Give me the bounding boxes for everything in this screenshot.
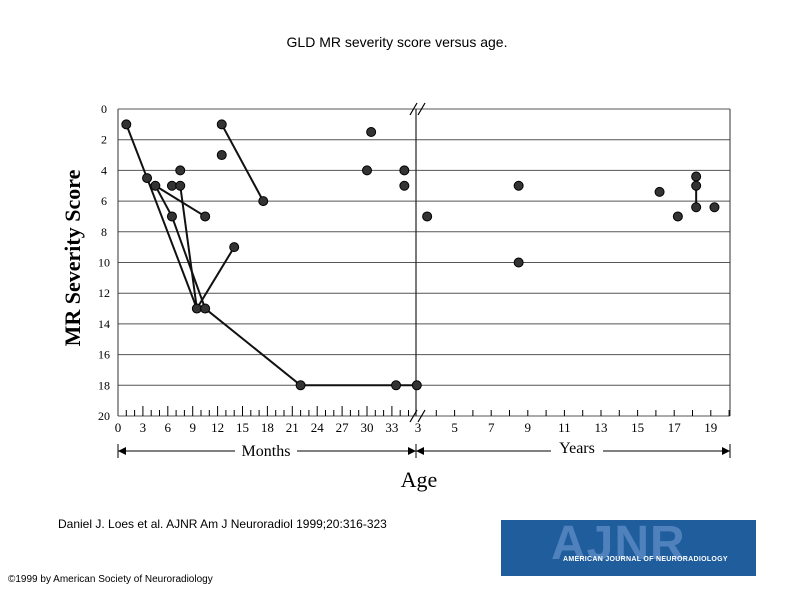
months-arrow-left xyxy=(118,447,126,455)
y-tick-label: 16 xyxy=(98,348,110,362)
y-axis-title: MR Severity Score xyxy=(60,169,85,346)
trajectory-line xyxy=(220,123,265,202)
year-tick-label: 9 xyxy=(525,420,532,435)
break-mark-top xyxy=(417,102,426,116)
years-arrow-right xyxy=(722,447,730,455)
year-tick-label: 15 xyxy=(631,420,644,435)
data-point xyxy=(121,119,132,130)
trajectory-line xyxy=(179,185,198,309)
data-point xyxy=(191,303,202,314)
trajectory-line xyxy=(125,123,148,179)
data-point xyxy=(422,211,433,222)
y-tick-label: 20 xyxy=(98,409,110,423)
year-tick-label: 19 xyxy=(704,420,717,435)
label-backing xyxy=(235,442,297,458)
month-tick-label: 9 xyxy=(189,420,196,435)
data-point xyxy=(513,180,524,191)
data-point xyxy=(142,173,153,184)
data-point xyxy=(175,165,186,176)
data-point xyxy=(411,380,422,391)
month-tick-label: 21 xyxy=(286,420,299,435)
year-tick-label: 17 xyxy=(668,420,682,435)
data-point xyxy=(150,180,161,191)
year-tick-label: 7 xyxy=(488,420,495,435)
trajectory-line xyxy=(171,216,207,309)
logo-wordmark: AJNR xyxy=(551,520,686,570)
trajectory-line xyxy=(146,177,198,309)
x-axis-title: Age xyxy=(401,467,438,492)
y-tick-label: 2 xyxy=(101,133,107,147)
year-tick-label: 13 xyxy=(595,420,608,435)
month-tick-label: 24 xyxy=(311,420,325,435)
month-tick-label: 30 xyxy=(361,420,374,435)
data-point xyxy=(166,211,177,222)
break-mark-top xyxy=(409,102,418,116)
trajectory-line xyxy=(195,246,236,310)
data-point xyxy=(216,150,227,161)
trajectory-line xyxy=(204,307,302,387)
data-point xyxy=(391,380,402,391)
years-axis-label: Years xyxy=(559,440,595,457)
slide-title: GLD MR severity score versus age. xyxy=(286,34,508,50)
data-point xyxy=(672,211,683,222)
citation: Daniel J. Loes et al. AJNR Am J Neurorad… xyxy=(58,517,387,531)
year-tick-label: 11 xyxy=(558,420,571,435)
data-point xyxy=(295,380,306,391)
copyright-notice: ©1999 by American Society of Neuroradiol… xyxy=(8,574,213,585)
year-tick-label: 3 xyxy=(415,420,422,435)
month-tick-label: 33 xyxy=(385,420,398,435)
data-point xyxy=(399,180,410,191)
data-point xyxy=(654,186,665,197)
months-arrow-right xyxy=(408,447,416,455)
data-point xyxy=(200,303,211,314)
ajnr-logo: AJNR AMERICAN JOURNAL OF NEURORADIOLOGY xyxy=(501,520,756,576)
data-point xyxy=(362,165,372,176)
label-backing xyxy=(551,442,603,458)
data-point xyxy=(216,119,227,130)
y-tick-label: 10 xyxy=(98,256,110,270)
data-point xyxy=(175,180,186,191)
month-tick-label: 6 xyxy=(165,420,172,435)
years-arrow-left xyxy=(416,447,424,455)
month-tick-label: 27 xyxy=(336,420,350,435)
y-tick-label: 0 xyxy=(101,102,107,116)
months-axis-label: Months xyxy=(242,443,291,460)
trajectory-line xyxy=(154,185,173,217)
month-tick-label: 0 xyxy=(115,420,122,435)
logo-subtitle: AMERICAN JOURNAL OF NEURORADIOLOGY xyxy=(563,556,728,563)
month-tick-label: 18 xyxy=(261,420,274,435)
data-point xyxy=(166,180,177,191)
y-tick-label: 12 xyxy=(98,286,110,300)
data-point xyxy=(513,257,524,268)
data-point xyxy=(229,242,240,253)
data-point xyxy=(691,171,702,182)
y-tick-label: 6 xyxy=(101,194,107,208)
data-point xyxy=(258,196,269,207)
y-tick-label: 18 xyxy=(98,378,110,392)
break-mark-bottom xyxy=(417,409,426,423)
y-tick-label: 4 xyxy=(101,163,107,177)
year-tick-label: 5 xyxy=(451,420,458,435)
data-point xyxy=(709,202,720,213)
trajectory-line xyxy=(154,184,206,218)
data-point xyxy=(691,202,702,213)
month-tick-label: 12 xyxy=(211,420,224,435)
data-point xyxy=(366,127,377,138)
month-tick-label: 3 xyxy=(140,420,147,435)
break-mark-bottom xyxy=(409,409,418,423)
month-tick-label: 15 xyxy=(236,420,249,435)
y-tick-label: 8 xyxy=(101,225,107,239)
data-point xyxy=(691,180,702,191)
data-point xyxy=(200,211,211,222)
data-point xyxy=(399,165,410,176)
y-tick-label: 14 xyxy=(98,317,110,331)
